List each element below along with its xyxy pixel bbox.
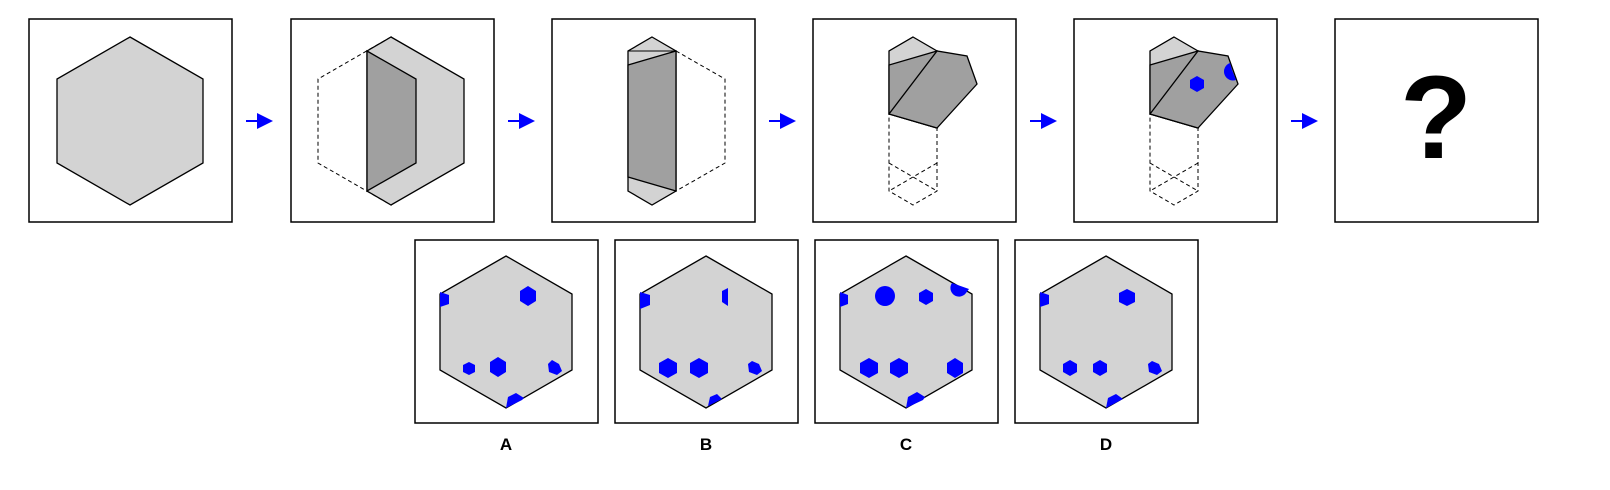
option-a[interactable]: A bbox=[414, 239, 599, 454]
option-d-label: D bbox=[1100, 435, 1112, 454]
option-d-holes bbox=[1040, 289, 1162, 408]
option-a-label: A bbox=[500, 435, 512, 454]
option-b-holes bbox=[640, 288, 762, 406]
option-d[interactable]: D bbox=[1014, 239, 1199, 454]
step-5-hole-hexagon bbox=[1190, 76, 1204, 92]
step-2-folded-flap bbox=[366, 49, 417, 193]
option-c-holes bbox=[840, 283, 969, 408]
step-4-folded-bottom bbox=[887, 50, 978, 129]
step-3-panel bbox=[551, 18, 756, 223]
step-4-original-outline bbox=[888, 113, 938, 206]
step-1-panel bbox=[28, 18, 233, 223]
step-2-panel bbox=[290, 18, 495, 223]
option-a-holes bbox=[440, 286, 562, 408]
question-mark: ? bbox=[1400, 52, 1472, 184]
step-5-crease bbox=[1149, 36, 1175, 52]
option-b[interactable]: B bbox=[614, 239, 799, 454]
step-1-paper bbox=[56, 36, 204, 206]
step-6-frame bbox=[1334, 18, 1539, 223]
step-4-panel bbox=[812, 18, 1017, 223]
step-6-panel: ? bbox=[1334, 18, 1539, 223]
option-c-label: C bbox=[900, 435, 912, 454]
option-b-label: B bbox=[700, 435, 712, 454]
step-5-hole-edge bbox=[1223, 63, 1236, 81]
step-3-folded-flap bbox=[627, 50, 677, 192]
step-3-original-outline bbox=[675, 50, 726, 192]
step-5-original-outline bbox=[1149, 113, 1199, 206]
step-4-crease bbox=[888, 36, 914, 52]
step-5-panel bbox=[1073, 18, 1278, 223]
option-c[interactable]: C bbox=[814, 239, 999, 454]
